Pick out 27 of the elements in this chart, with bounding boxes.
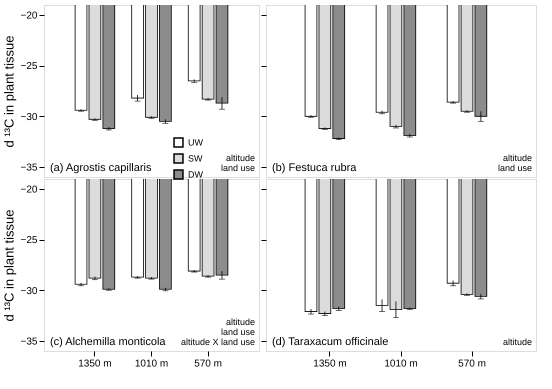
y-tick-label: −20: [20, 184, 38, 196]
annotation: altitude land use: [498, 153, 532, 173]
y-tick-label: −20: [20, 10, 38, 22]
annotation: (a) Agrostis capillaris: [50, 162, 152, 174]
y-tick-label: −35: [20, 336, 38, 348]
x-tick-label: 1350 m: [78, 358, 112, 370]
legend-label: SW: [188, 154, 204, 164]
y-tick-label: −30: [20, 112, 38, 123]
y-tick-label: −30: [20, 286, 38, 297]
annotation: (c) Alchemilla monticola: [50, 336, 166, 348]
y-tick-label: −35: [20, 162, 38, 174]
x-tick-label: 1010 m: [134, 358, 168, 370]
annotation: (d) Taraxacum officinale: [272, 336, 388, 348]
x-tick-label: 1350 m: [313, 358, 347, 370]
y-tick-label: −25: [20, 235, 38, 246]
y-axis-title: d ¹³C in plant tissue: [2, 210, 17, 322]
y-tick-label: −25: [20, 61, 38, 72]
legend-label: UW: [188, 138, 204, 148]
annotation: (b) Festuca rubra: [272, 162, 358, 174]
x-tick-label: 570 m: [458, 358, 486, 370]
y-axis-title: d ¹³C in plant tissue: [2, 36, 17, 148]
annotation: altitude land use: [220, 153, 255, 173]
x-tick-label: 1010 m: [384, 358, 418, 370]
x-tick-label: 570 m: [194, 358, 222, 370]
legend-label: DW: [188, 170, 204, 180]
annotation: altitude land use altitude X land use: [180, 317, 255, 347]
annotation: altitude: [502, 337, 532, 347]
